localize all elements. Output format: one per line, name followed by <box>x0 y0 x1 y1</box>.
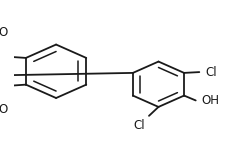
Text: Cl: Cl <box>205 66 217 79</box>
Text: O: O <box>0 103 7 116</box>
Text: O: O <box>0 26 7 39</box>
Text: OH: OH <box>201 94 219 107</box>
Text: Cl: Cl <box>134 119 145 132</box>
